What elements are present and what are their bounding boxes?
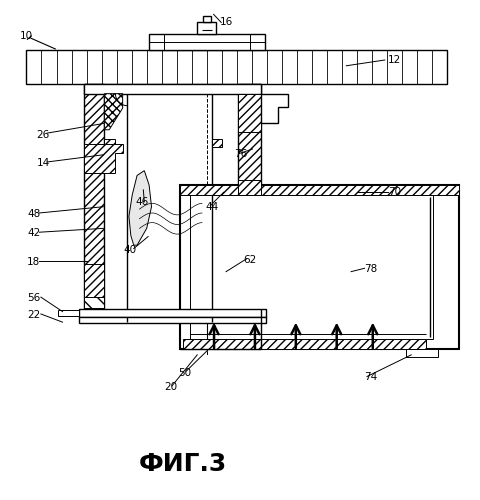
Bar [190, 194, 432, 339]
Bar [182, 339, 425, 348]
Text: 14: 14 [36, 158, 50, 168]
Bar [79, 318, 265, 323]
Bar [197, 22, 216, 34]
Text: 42: 42 [27, 228, 40, 238]
Bar [238, 180, 261, 194]
Bar [58, 310, 79, 316]
Bar [406, 348, 437, 358]
Text: ФИГ.3: ФИГ.3 [138, 452, 227, 476]
Bar [79, 308, 265, 318]
Bar [180, 185, 458, 348]
Text: 74: 74 [363, 372, 376, 382]
Polygon shape [129, 170, 151, 245]
Text: 20: 20 [164, 382, 177, 392]
Bar [238, 94, 261, 132]
Text: 18: 18 [27, 257, 40, 267]
Bar [211, 140, 222, 146]
Text: 10: 10 [20, 31, 33, 41]
Text: 50: 50 [178, 368, 192, 378]
Bar [84, 264, 104, 298]
Polygon shape [104, 94, 122, 130]
Text: 46: 46 [135, 197, 148, 207]
Bar [149, 34, 264, 50]
Bar [84, 84, 261, 94]
Text: 22: 22 [27, 310, 40, 320]
Text: 44: 44 [204, 202, 218, 211]
Text: 62: 62 [243, 254, 256, 264]
Text: 12: 12 [387, 55, 400, 65]
Text: 26: 26 [36, 130, 50, 140]
Bar [104, 140, 115, 146]
Polygon shape [261, 94, 287, 122]
Text: 16: 16 [219, 16, 232, 26]
Text: 48: 48 [27, 209, 40, 219]
Bar [180, 185, 238, 194]
Text: 78: 78 [363, 264, 376, 274]
Text: 40: 40 [123, 245, 136, 255]
Bar [182, 185, 458, 194]
Bar [84, 297, 104, 308]
Text: 56: 56 [27, 293, 40, 303]
Bar [26, 50, 446, 84]
Bar [203, 16, 210, 22]
Text: 70: 70 [387, 188, 400, 198]
Bar [84, 84, 104, 318]
Bar [238, 84, 261, 288]
Polygon shape [84, 144, 122, 173]
Text: 76: 76 [233, 149, 247, 159]
